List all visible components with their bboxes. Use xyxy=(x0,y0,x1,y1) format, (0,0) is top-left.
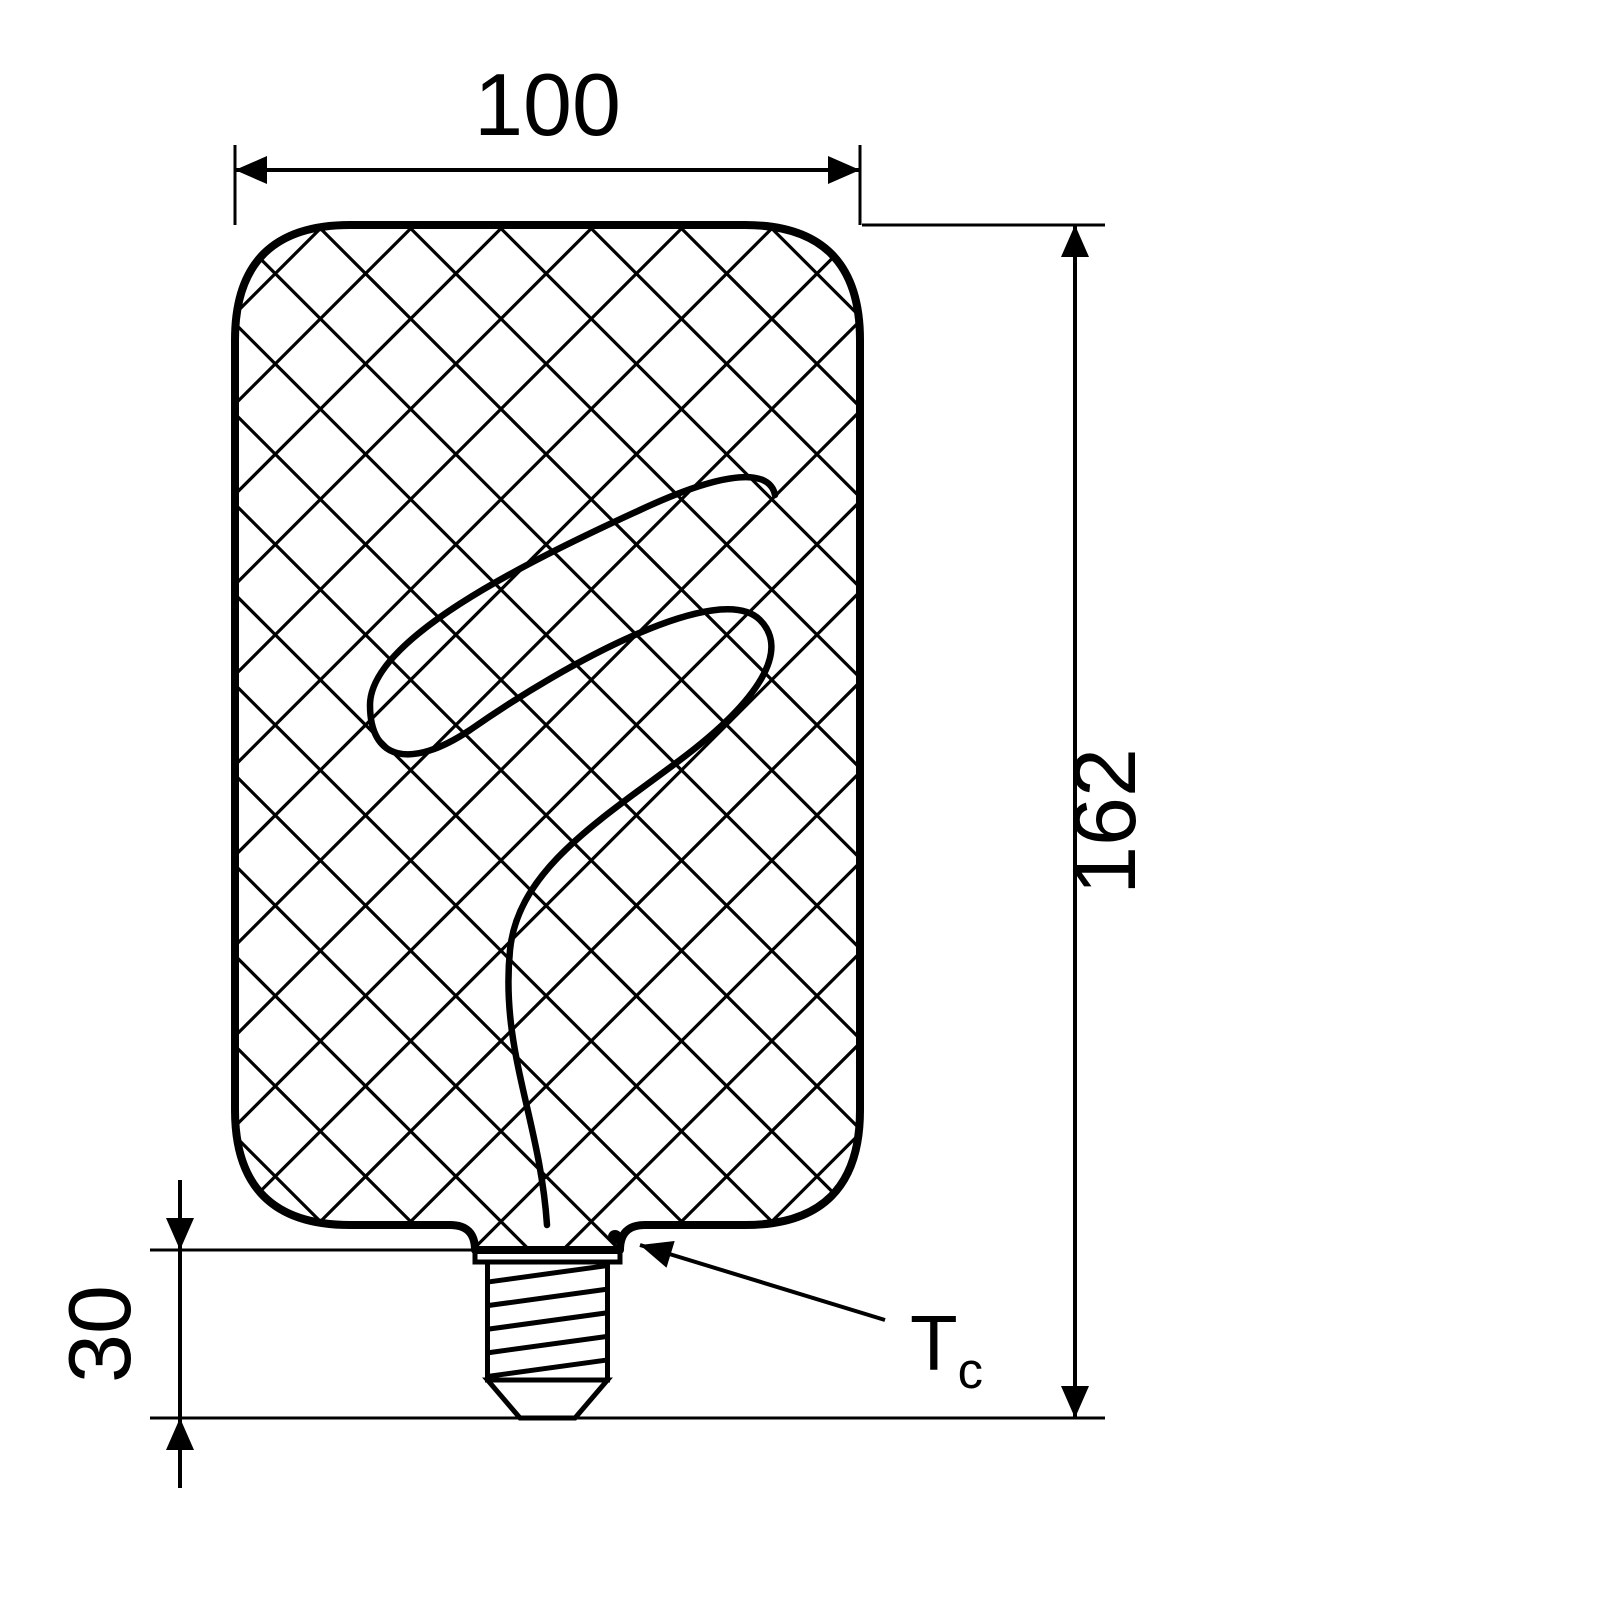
dim-width-label: 100 xyxy=(474,55,621,154)
dim-base-label: 30 xyxy=(50,1285,149,1383)
dim-height-label: 162 xyxy=(1055,748,1154,895)
